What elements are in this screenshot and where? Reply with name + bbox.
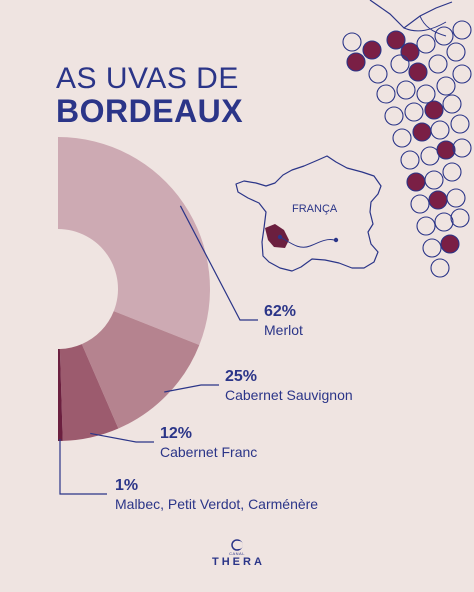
grape [410, 194, 430, 214]
brand-logo [231, 539, 243, 551]
grape [430, 120, 450, 140]
percent-label-cabernet-franc: 12% [160, 425, 192, 442]
grape [416, 216, 436, 236]
callout-line-cabernet-sauvignon [164, 384, 219, 393]
grape [442, 162, 462, 182]
map-route [281, 237, 335, 248]
france-map: FRANÇA [235, 155, 382, 272]
percent-label-other-grapes: 1% [115, 477, 138, 494]
vine-leaf [403, 15, 447, 37]
title-line-1: AS UVAS DE [56, 62, 239, 95]
grape [446, 188, 466, 208]
france-outline [235, 155, 382, 272]
brand-small-label: CANAL [229, 551, 245, 556]
grape [430, 258, 450, 278]
grape [450, 114, 470, 134]
grape [452, 64, 472, 84]
half-donut-chart [58, 137, 210, 442]
grape-label-cabernet-sauvignon: Cabernet Sauvignon [225, 387, 353, 403]
grape [416, 84, 436, 104]
grape [396, 80, 416, 100]
map-label: FRANÇA [292, 203, 338, 215]
grape [420, 146, 440, 166]
callout-line-merlot [179, 205, 258, 321]
grape [408, 62, 428, 82]
grape [428, 54, 448, 74]
grape-label-cabernet-franc: Cabernet Franc [160, 444, 257, 460]
callout-line-other-grapes [59, 439, 107, 495]
grape [434, 212, 454, 232]
grape [416, 34, 436, 54]
vine-stem [369, 0, 453, 29]
grape [428, 190, 448, 210]
grape-bunch-illustration [342, 0, 472, 278]
title-line-2: BORDEAUX [56, 93, 244, 129]
grape [440, 234, 460, 254]
grape [384, 106, 404, 126]
grape [400, 150, 420, 170]
grape [452, 20, 472, 40]
slice-cabernet-sauvignon [81, 311, 200, 429]
grape [406, 172, 426, 192]
grape-label-merlot: Merlot [264, 322, 303, 338]
grape [434, 26, 454, 46]
grape [400, 42, 420, 62]
grape [342, 32, 362, 52]
grape [362, 40, 382, 60]
route-end-marker [333, 237, 339, 243]
grape [422, 238, 442, 258]
grape [390, 54, 410, 74]
grape [452, 138, 472, 158]
callouts: 62% Merlot 25% Cabernet Sauvignon 12% Caberne… [59, 205, 353, 512]
percent-label-merlot: 62% [264, 303, 296, 320]
grape [446, 42, 466, 62]
grape [436, 76, 456, 96]
slice-other-grapes [58, 348, 63, 442]
grape [424, 100, 444, 120]
percent-label-cabernet-sauvignon: 25% [225, 368, 257, 385]
bordeaux-region [265, 224, 289, 248]
grape [346, 52, 366, 72]
grape [386, 30, 406, 50]
grape [424, 170, 444, 190]
bordeaux-marker [277, 234, 283, 240]
slice-merlot [58, 137, 210, 345]
grape [436, 140, 456, 160]
callout-line-cabernet-franc [90, 432, 154, 443]
grape [368, 64, 388, 84]
grape [404, 102, 424, 122]
grape [412, 122, 432, 142]
grape [450, 208, 470, 228]
slice-cabernet-franc [59, 344, 119, 441]
grape-label-other-grapes: Malbec, Petit Verdot, Carménère [115, 496, 318, 512]
grape [376, 84, 396, 104]
grape [442, 94, 462, 114]
brand-name: THERA [212, 556, 265, 568]
grape [392, 128, 412, 148]
